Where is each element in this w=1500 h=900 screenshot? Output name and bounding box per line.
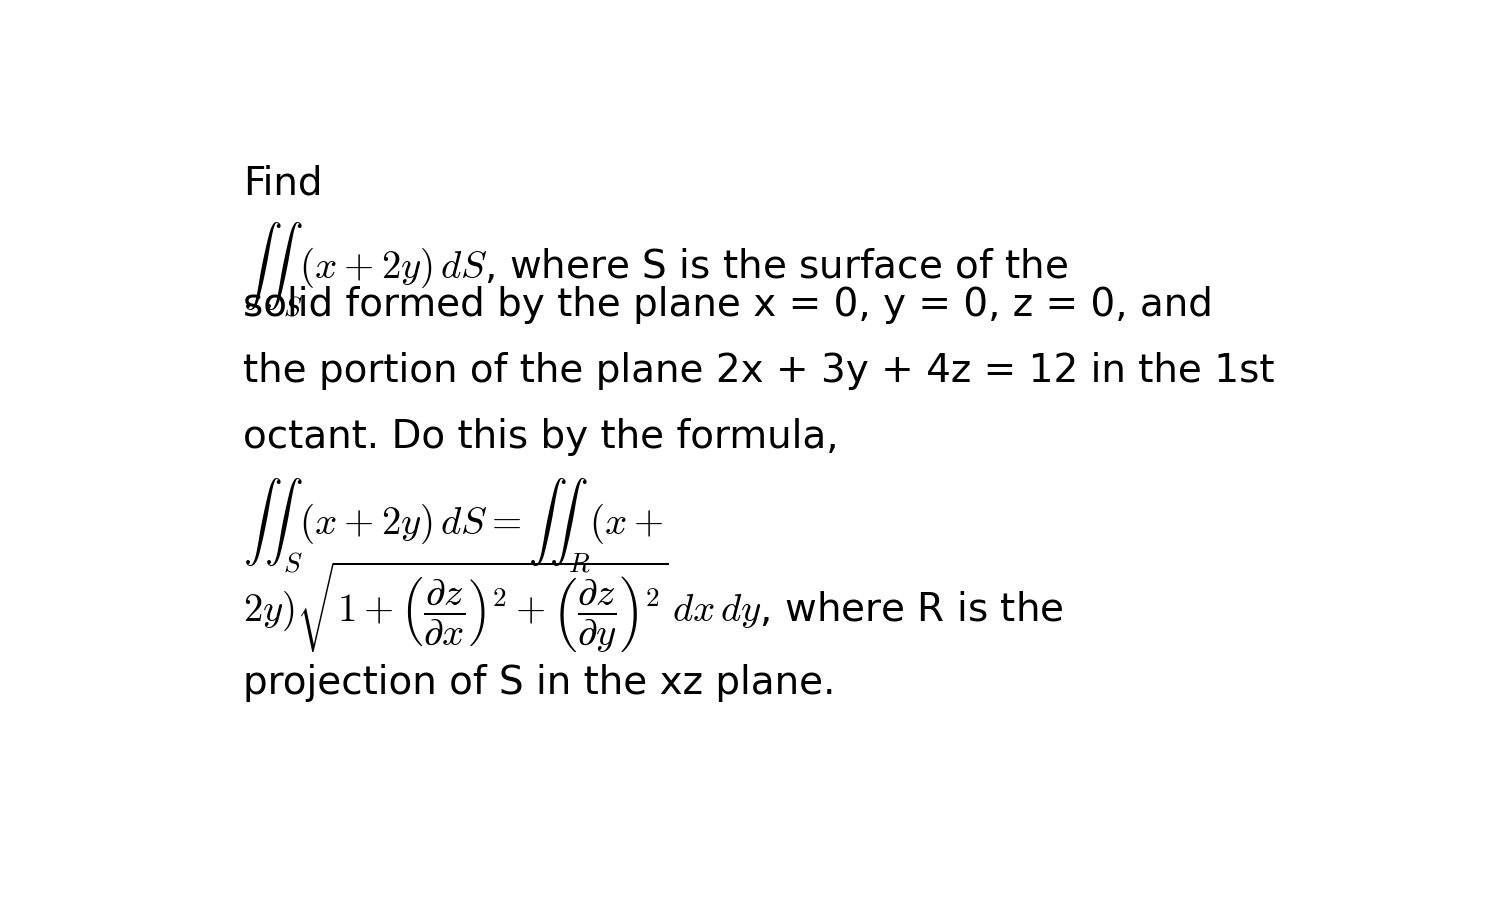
Text: Find: Find	[243, 165, 322, 202]
Text: $\int \int_S (x + 2y)\,dS = \int \int_R (x +$: $\int \int_S (x + 2y)\,dS = \int \int_R …	[243, 477, 663, 576]
Text: the portion of the plane 2x + 3y + 4z = 12 in the 1st: the portion of the plane 2x + 3y + 4z = …	[243, 352, 1275, 390]
Text: solid formed by the plane x = 0, y = 0, z = 0, and: solid formed by the plane x = 0, y = 0, …	[243, 286, 1214, 324]
Text: $\int \int_S (x + 2y)\,dS$, where S is the surface of the: $\int \int_S (x + 2y)\,dS$, where S is t…	[243, 220, 1068, 320]
Text: $2y)\sqrt{1 + \left(\dfrac{\partial z}{\partial x}\right)^2 + \left(\dfrac{\part: $2y)\sqrt{1 + \left(\dfrac{\partial z}{\…	[243, 560, 1064, 655]
Text: projection of S in the xz plane.: projection of S in the xz plane.	[243, 664, 836, 702]
Text: octant. Do this by the formula,: octant. Do this by the formula,	[243, 418, 838, 455]
